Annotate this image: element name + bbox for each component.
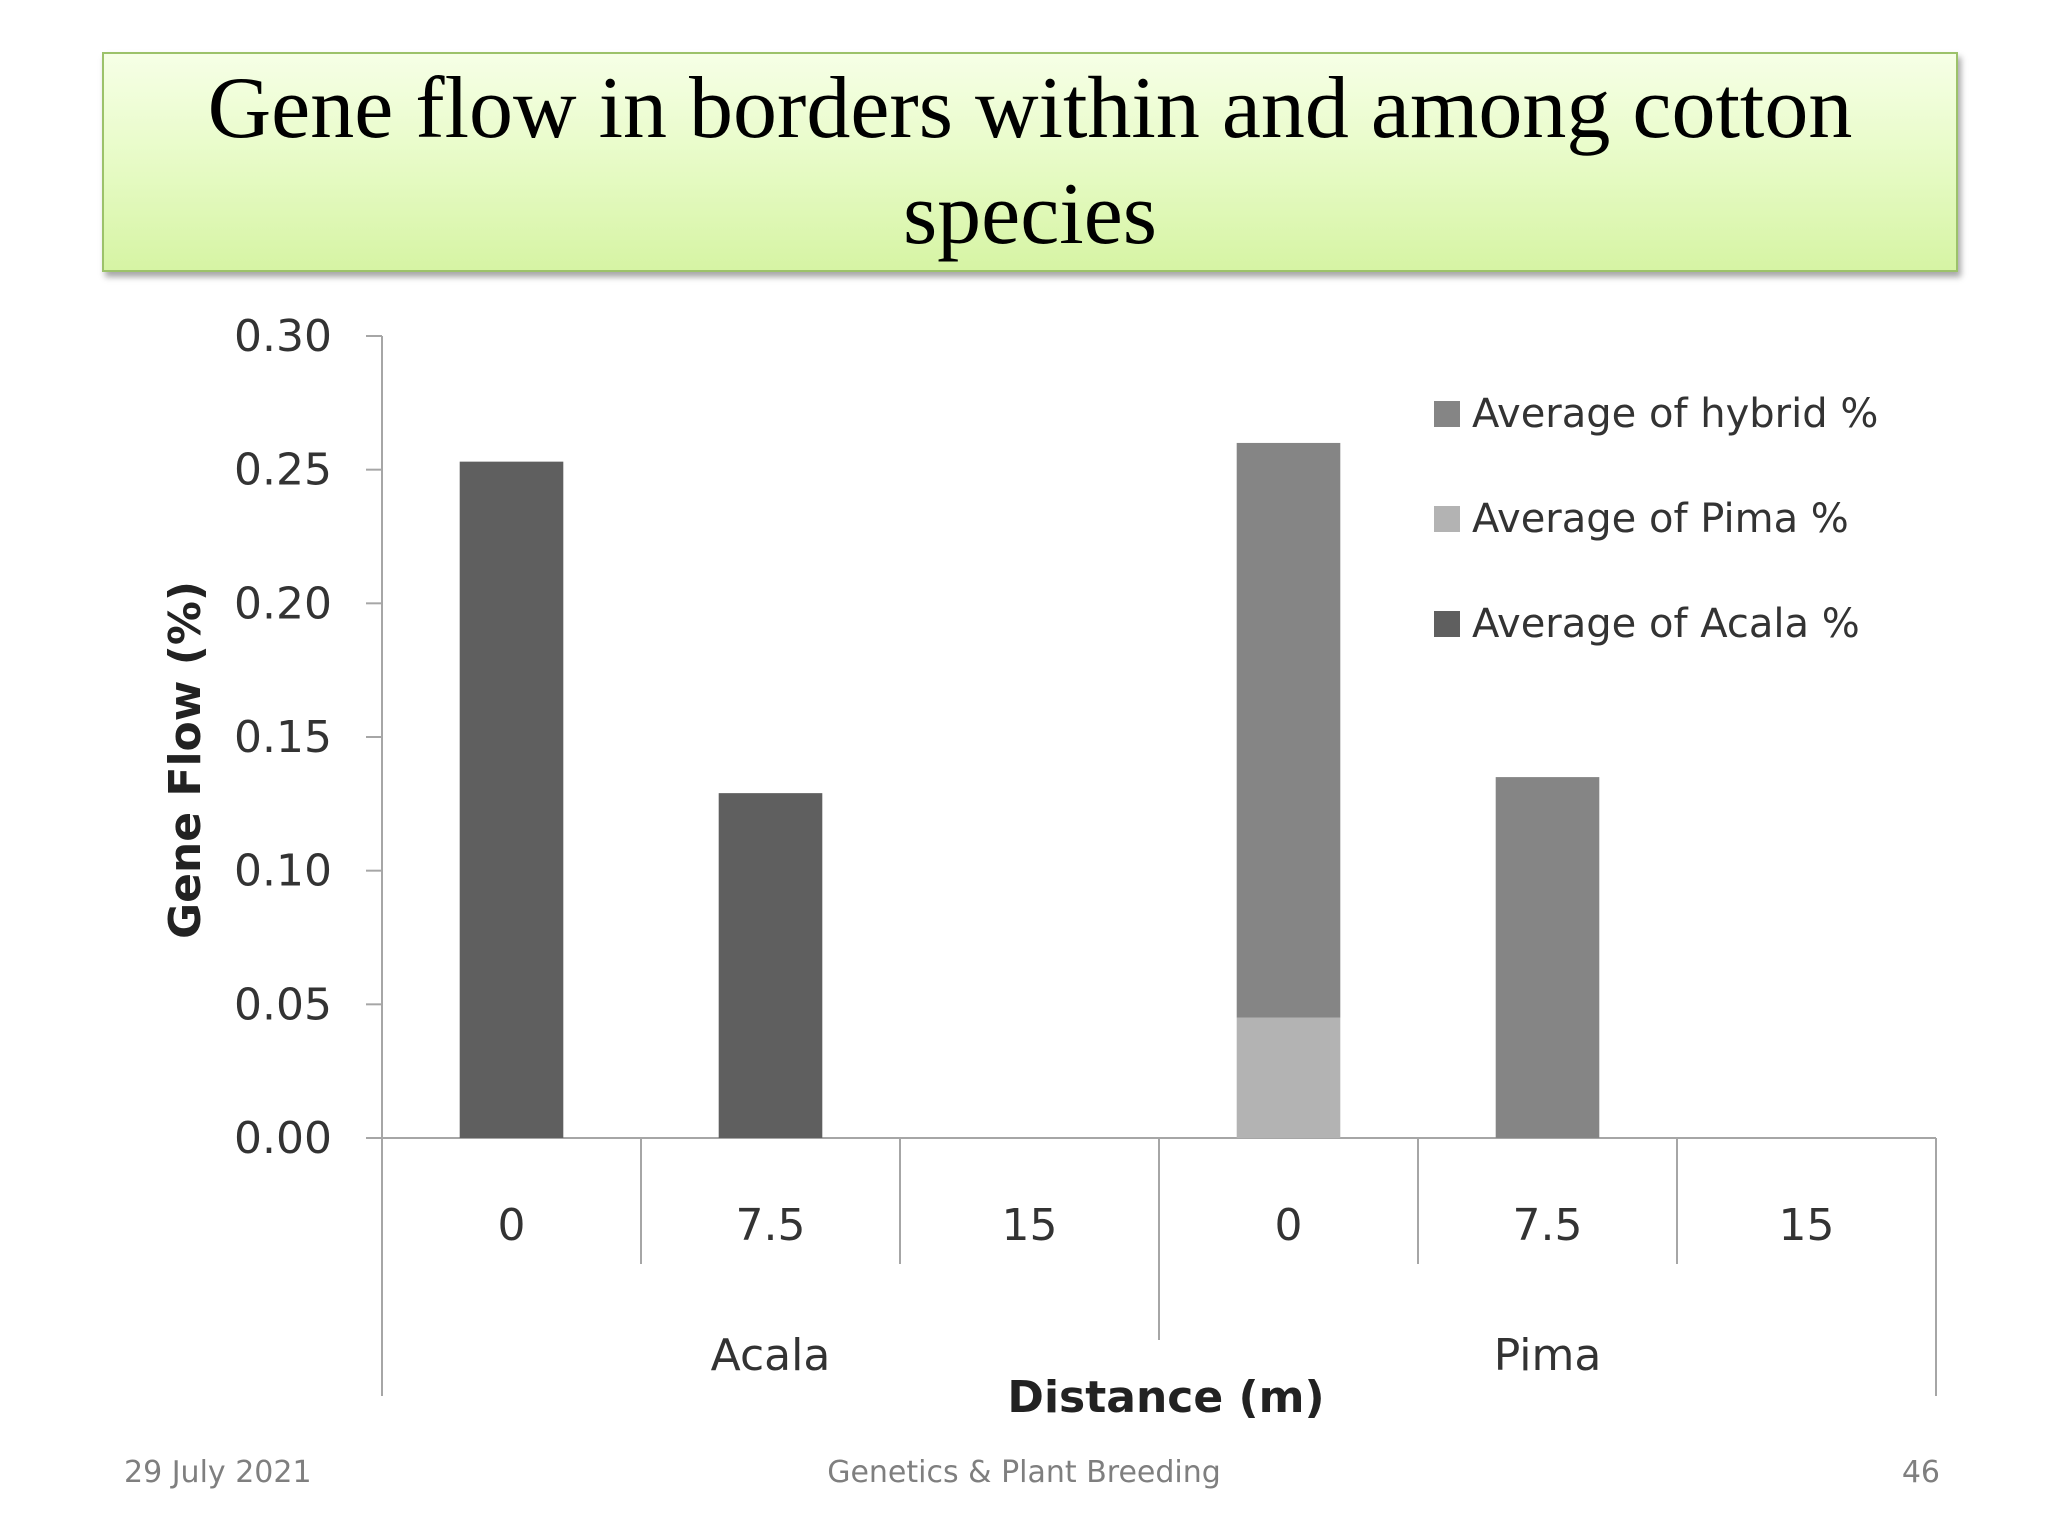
x-tick-label: 0 — [1275, 1200, 1303, 1251]
y-axis: 0.00 0.05 0.10 0.15 0.20 0.25 0.30 — [234, 311, 383, 1164]
y-axis-title: Gene Flow (%) — [160, 581, 211, 939]
legend-swatch — [1434, 611, 1460, 637]
bars — [459, 442, 1600, 1138]
y-tick-label: 0.05 — [234, 979, 332, 1030]
title-box: Gene flow in borders within and among co… — [102, 52, 1958, 272]
legend-label: Average of Pima % — [1472, 496, 1849, 542]
bar — [1236, 442, 1341, 1018]
x-tick-label: 7.5 — [736, 1200, 806, 1251]
legend-label: Average of hybrid % — [1472, 391, 1878, 437]
legend-swatch — [1434, 506, 1460, 532]
group-label: Pima — [1494, 1330, 1602, 1381]
page-number: 46 — [1901, 1455, 1940, 1490]
bar — [718, 793, 823, 1138]
legend-label: Average of Acala % — [1472, 601, 1860, 647]
y-tick-label: 0.15 — [234, 712, 332, 763]
bar — [1236, 1017, 1341, 1138]
group-label: Acala — [711, 1330, 831, 1381]
x-tick-label: 15 — [1779, 1200, 1835, 1251]
y-tick-label: 0.20 — [234, 578, 332, 629]
y-tick-label: 0.30 — [234, 311, 332, 362]
x-axis: 0 7.5 15 0 7.5 15 Acala Pima — [381, 1137, 1937, 1396]
y-tick-label: 0.25 — [234, 445, 332, 496]
legend-swatch — [1434, 401, 1460, 427]
x-tick-label: 15 — [1002, 1200, 1058, 1251]
x-tick-label: 0 — [498, 1200, 526, 1251]
x-tick-label: 7.5 — [1513, 1200, 1583, 1251]
footer-center: Genetics & Plant Breeding — [827, 1455, 1221, 1490]
legend: Average of hybrid % Average of Pima % Aver… — [1434, 391, 1878, 647]
bar — [1495, 777, 1600, 1138]
slide-title: Gene flow in borders within and among co… — [207, 60, 1853, 263]
footer-date: 29 July 2021 — [124, 1455, 312, 1490]
y-tick-label: 0.00 — [234, 1113, 332, 1164]
y-tick-label: 0.10 — [234, 846, 332, 897]
x-axis-title: Distance (m) — [1007, 1372, 1324, 1423]
bar — [459, 461, 564, 1138]
